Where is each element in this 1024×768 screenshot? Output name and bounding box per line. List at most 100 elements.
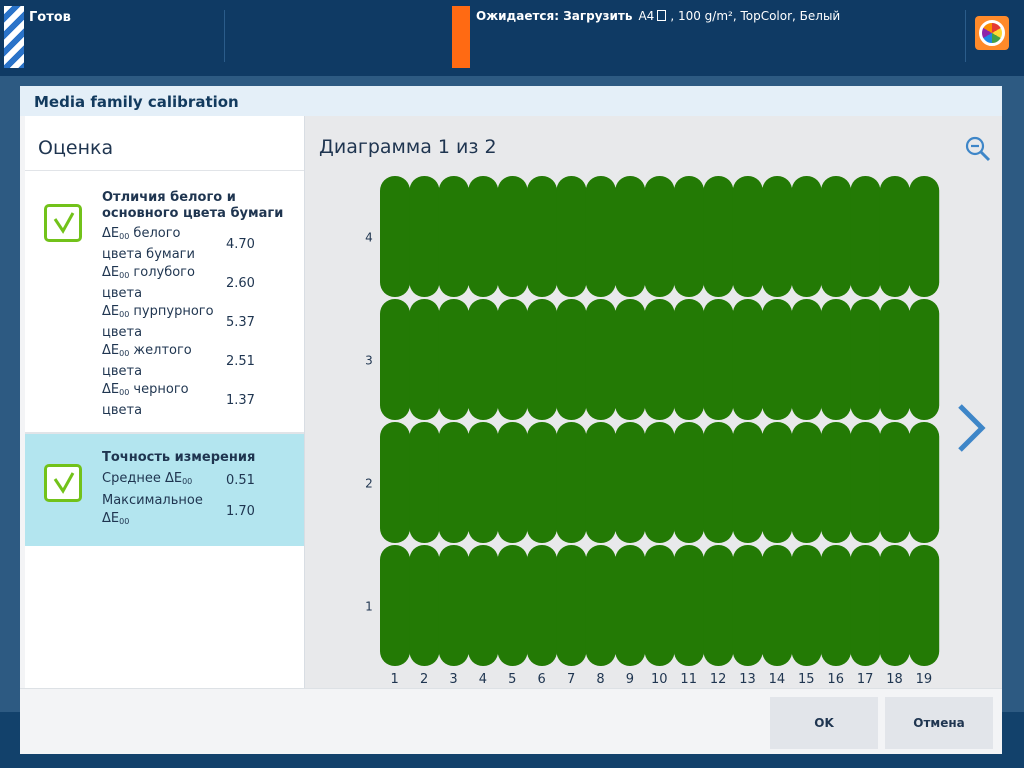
metric-value: 2.60: [226, 275, 255, 291]
chart-title: Диаграмма 1 из 2: [319, 136, 497, 158]
cancel-button[interactable]: Отмена: [885, 697, 993, 749]
color-patch: [703, 545, 734, 666]
color-patch: [791, 545, 822, 666]
column-label: 6: [538, 672, 546, 687]
column-label: 11: [680, 672, 697, 687]
color-patch: [821, 422, 851, 543]
color-patch: [438, 545, 469, 666]
color-patch: [409, 422, 440, 543]
color-patch: [585, 176, 616, 297]
row-label: 3: [365, 354, 373, 368]
color-patch: [791, 176, 822, 297]
column-label: 14: [769, 672, 786, 687]
row-label: 4: [365, 231, 373, 245]
color-patch: [380, 176, 410, 297]
media-details: , 100 g/m², TopColor, Белый: [670, 9, 841, 23]
color-patch: [409, 299, 440, 420]
patch-row: [380, 299, 940, 420]
color-patch: [732, 545, 763, 666]
dialog-footer: OK Отмена: [20, 688, 1002, 754]
color-patch: [732, 176, 763, 297]
color-patch: [527, 176, 557, 297]
metric-value: 1.70: [226, 503, 255, 519]
metric-value: 0.51: [226, 472, 255, 488]
color-patch: [468, 299, 499, 420]
measurement-accuracy-section[interactable]: Точность измерения Среднее ΔE00 0.51 Мак…: [25, 432, 304, 546]
column-label: 16: [827, 672, 844, 687]
column-label: 19: [916, 672, 933, 687]
printer-status-bar: Готов Ожидается: Загрузить A4 , 100 g/m², …: [0, 0, 1024, 76]
color-patch: [879, 422, 910, 543]
metric-value: 4.70: [226, 236, 255, 252]
section-title: Точность измерения: [102, 450, 256, 465]
column-label: 18: [886, 672, 903, 687]
color-patch: [762, 299, 793, 420]
checkbox-checked-icon: [44, 204, 82, 242]
color-patch: [879, 176, 910, 297]
ok-button[interactable]: OK: [770, 697, 878, 749]
color-patch: [468, 176, 499, 297]
expected-action-label: Ожидается: Загрузить: [476, 9, 633, 23]
column-label: 15: [798, 672, 815, 687]
printer-status-text: Готов: [29, 10, 71, 25]
metric-value: 5.37: [226, 314, 255, 330]
patch-row: [380, 176, 940, 297]
color-patch: [644, 176, 675, 297]
metric-row: ΔE00 черного цвета 1.37: [102, 382, 255, 418]
color-patch: [703, 299, 734, 420]
color-patch: [703, 422, 734, 543]
color-patch: [644, 299, 675, 420]
media-size: A4: [638, 9, 655, 23]
queue-status-indicator: [452, 6, 470, 68]
color-patch: [821, 545, 851, 666]
metric-row: Максимальное ΔE00 1.70: [102, 493, 255, 526]
expected-action[interactable]: Ожидается: Загрузить A4 , 100 g/m², TopCol…: [476, 9, 840, 23]
divider: [224, 10, 225, 62]
color-patch: [438, 422, 469, 543]
color-patch: [409, 176, 440, 297]
evaluation-heading: Оценка: [25, 116, 304, 171]
color-patch: [703, 176, 734, 297]
color-patch: [556, 299, 587, 420]
dialog-title: Media family calibration: [20, 86, 1002, 116]
color-patch: [527, 422, 557, 543]
row-label: 1: [365, 600, 373, 614]
metric-value: 1.37: [226, 392, 255, 408]
color-patch: [850, 422, 881, 543]
color-patch: [791, 299, 822, 420]
metric-row: ΔE00 голубого цвета 2.60: [102, 265, 255, 301]
paper-white-section[interactable]: Отличия белого и основного цвета бумаги …: [25, 172, 304, 432]
column-label: 7: [567, 672, 575, 687]
checkbox-checked-icon: [44, 464, 82, 502]
color-patch: [791, 422, 822, 543]
color-patch: [674, 176, 704, 297]
chart-panel: Диаграмма 1 из 2 4 3 2 1 1 2 3 4 5 6 7 8 9 10 11 12 13 14…: [305, 116, 1002, 688]
color-patch: [909, 545, 940, 666]
metric-value: 2.51: [226, 353, 255, 369]
color-patch: [615, 545, 646, 666]
color-patch: [497, 422, 528, 543]
color-patch: [409, 545, 440, 666]
column-label: 1: [391, 672, 399, 687]
section-title: Отличия белого и основного цвета бумаги: [102, 190, 284, 221]
color-patch: [556, 176, 587, 297]
color-wheel-warning-icon[interactable]: [975, 16, 1009, 50]
chevron-right-icon[interactable]: [955, 402, 987, 454]
metric-row: ΔE00 пурпурного цвета 5.37: [102, 304, 255, 340]
color-patch: [674, 422, 704, 543]
metric-row: Среднее ΔE00 0.51: [102, 471, 255, 488]
color-patch: [497, 545, 528, 666]
column-label: 5: [508, 672, 516, 687]
color-patch: [438, 299, 469, 420]
color-patch: [468, 545, 499, 666]
color-patch: [909, 299, 940, 420]
column-label: 3: [449, 672, 457, 687]
zoom-out-icon[interactable]: [965, 136, 991, 162]
color-patch: [644, 422, 675, 543]
color-patch: [732, 422, 763, 543]
metric-row: ΔE00 желтого цвета 2.51: [102, 343, 255, 379]
color-patch: [468, 422, 499, 543]
color-patch: [527, 299, 557, 420]
color-patch: [615, 299, 646, 420]
color-patch: [879, 545, 910, 666]
